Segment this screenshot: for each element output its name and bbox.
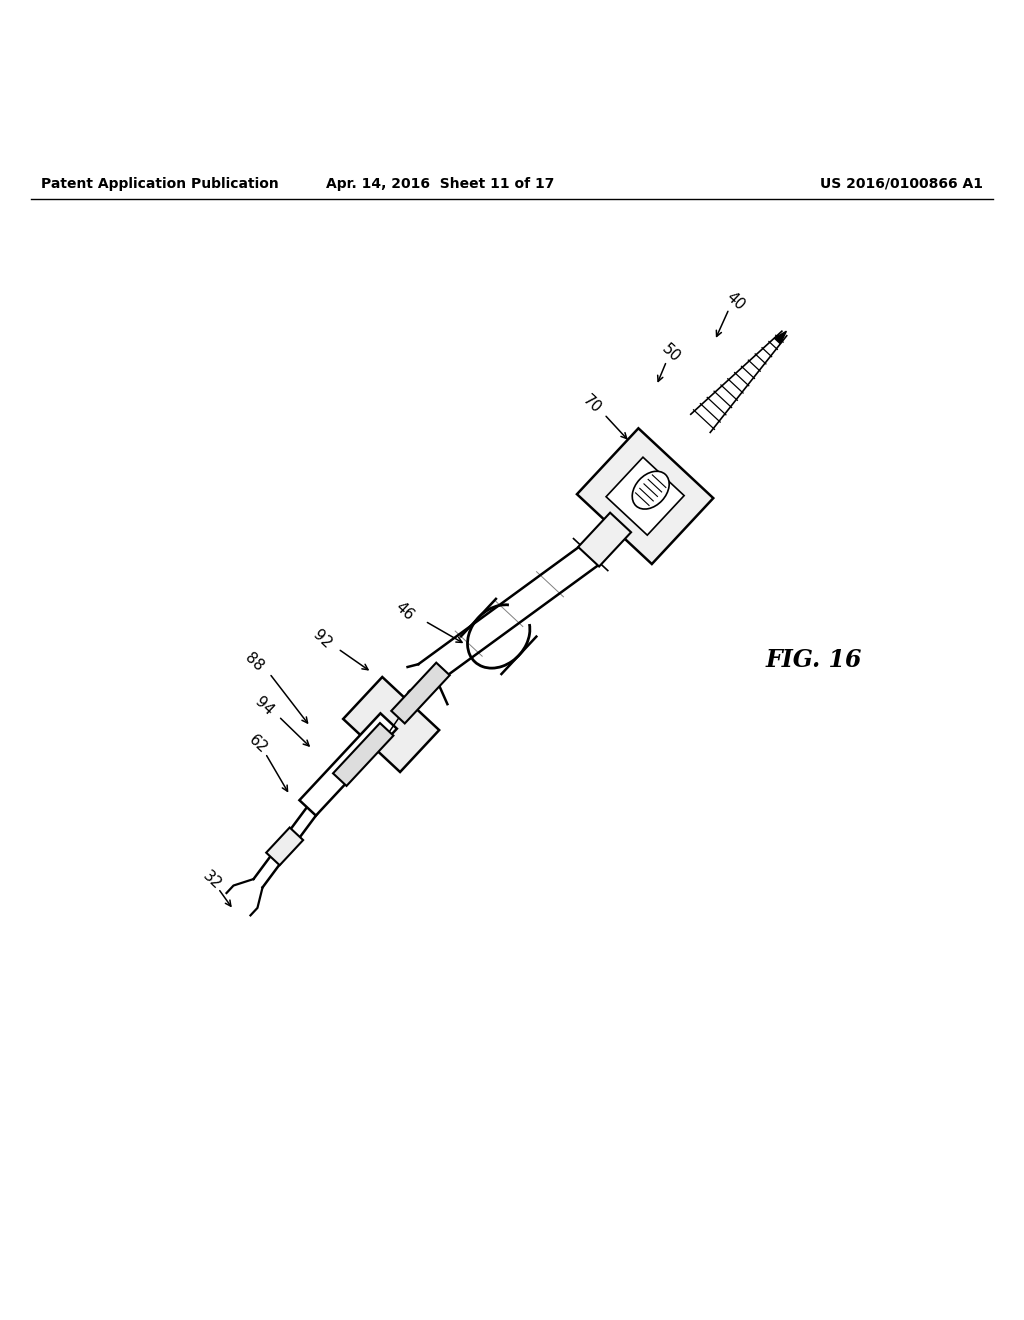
Polygon shape <box>606 457 684 535</box>
Polygon shape <box>391 663 450 723</box>
Text: 50: 50 <box>658 341 683 364</box>
Ellipse shape <box>632 471 669 510</box>
Text: 90: 90 <box>399 686 424 711</box>
Text: 62: 62 <box>246 731 270 756</box>
Polygon shape <box>774 331 786 343</box>
Text: Apr. 14, 2016  Sheet 11 of 17: Apr. 14, 2016 Sheet 11 of 17 <box>326 177 555 191</box>
Text: Patent Application Publication: Patent Application Publication <box>41 177 279 191</box>
Text: 46: 46 <box>392 599 417 623</box>
Polygon shape <box>299 713 397 816</box>
Text: 70: 70 <box>580 392 604 416</box>
Text: 32: 32 <box>200 869 224 892</box>
Polygon shape <box>343 677 439 772</box>
Polygon shape <box>579 512 631 566</box>
Text: 92: 92 <box>310 627 335 652</box>
Text: 88: 88 <box>242 649 266 675</box>
Text: 94: 94 <box>252 694 276 718</box>
Text: US 2016/0100866 A1: US 2016/0100866 A1 <box>819 177 983 191</box>
Text: 40: 40 <box>723 289 748 314</box>
Polygon shape <box>266 828 303 865</box>
Text: FIG. 16: FIG. 16 <box>766 648 862 672</box>
Polygon shape <box>577 428 714 564</box>
Polygon shape <box>333 723 393 785</box>
